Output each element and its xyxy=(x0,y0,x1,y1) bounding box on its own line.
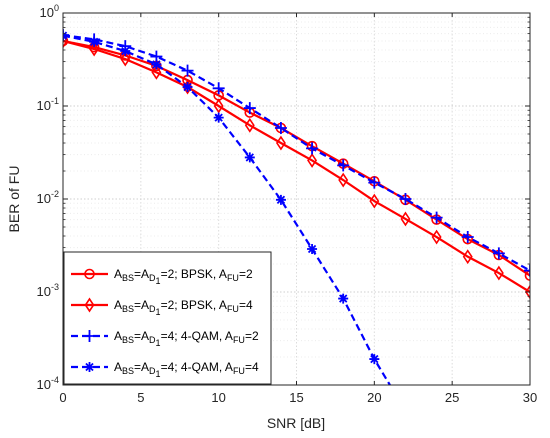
series-3-point xyxy=(492,247,505,260)
series-4-point xyxy=(151,59,162,70)
series-2-point xyxy=(493,265,504,281)
series-3-point xyxy=(524,264,530,277)
series-4-point xyxy=(275,194,286,205)
series-2-point xyxy=(307,152,318,168)
x-tick-label: 15 xyxy=(289,390,303,405)
series-3-point xyxy=(306,142,319,155)
legend-label: ABS=AD1=2; BPSK, AFU=4 xyxy=(114,298,253,317)
x-tick-label: 25 xyxy=(445,390,459,405)
series-3-point xyxy=(274,122,287,135)
series-4-point xyxy=(213,112,224,123)
legend-marker xyxy=(84,297,95,313)
series-4-point xyxy=(182,82,193,93)
series-3-point xyxy=(430,211,443,224)
series-2-point xyxy=(151,64,162,80)
legend-entry-4: ABS=AD1=4; 4-QAM, AFU=4 xyxy=(71,360,259,379)
series-4-point xyxy=(120,46,131,57)
series-4-point xyxy=(89,36,100,47)
y-tick-label: 10-4 xyxy=(37,375,59,392)
legend-marker xyxy=(84,362,95,372)
series-2-point xyxy=(244,117,255,133)
series-4-point xyxy=(244,152,255,163)
series-2-line xyxy=(63,39,530,293)
legend-label: ABS=AD1=4; 4-QAM, AFU=2 xyxy=(114,329,259,348)
y-tick-label: 10-3 xyxy=(37,282,59,299)
series-2-point xyxy=(213,98,224,114)
series-3-point xyxy=(368,176,381,189)
series-3-point xyxy=(461,231,474,244)
x-tick-label: 30 xyxy=(523,390,537,405)
legend-entry-2: ABS=AD1=2; BPSK, AFU=4 xyxy=(71,297,253,317)
legend-marker xyxy=(84,268,95,280)
series-2-point xyxy=(338,172,349,188)
series-2-point xyxy=(400,211,411,227)
series-4-point xyxy=(307,243,318,254)
tick-labels: 0 5 10 15 20 25 30 10-4 10-3 10-2 10-1 100 xyxy=(37,3,538,405)
y-tick-label: 10-2 xyxy=(37,189,59,206)
x-tick-label: 20 xyxy=(367,390,381,405)
y-axis-label: BER of FU xyxy=(6,166,22,233)
series-4-point xyxy=(369,354,380,365)
series-4-line xyxy=(63,34,391,385)
series-3-point xyxy=(337,159,350,172)
series-2-point xyxy=(89,41,100,57)
series-3-point xyxy=(399,193,412,205)
series-2-point xyxy=(462,249,473,265)
legend-entry-3: ABS=AD1=4; 4-QAM, AFU=2 xyxy=(71,329,259,348)
series-2-point xyxy=(431,229,442,245)
series-3-point xyxy=(181,64,194,77)
legend-label: ABS=AD1=4; 4-QAM, AFU=4 xyxy=(114,360,259,379)
legend-marker xyxy=(83,330,96,342)
x-tick-label: 5 xyxy=(137,390,144,405)
series-2-point xyxy=(525,284,530,300)
y-tick-label: 100 xyxy=(40,3,59,20)
series-2-point xyxy=(120,51,131,67)
series-2-point xyxy=(369,193,380,209)
x-axis-label: SNR [dB] xyxy=(267,415,325,431)
series-3-point xyxy=(212,82,225,95)
legend-entry-1: ABS=AD1=2; BPSK, AFU=2 xyxy=(71,267,253,286)
legend: ABS=AD1=2; BPSK, AFU=2 ABS=AD1=2; BPSK, A… xyxy=(63,251,272,385)
legend-label: ABS=AD1=2; BPSK, AFU=2 xyxy=(114,267,253,286)
series-2-point xyxy=(275,135,286,151)
y-tick-label: 10-1 xyxy=(37,96,59,113)
series-3-point xyxy=(243,102,256,115)
series-group xyxy=(63,29,530,385)
series-3-line xyxy=(63,33,530,272)
series-4 xyxy=(63,30,391,385)
x-tick-label: 10 xyxy=(211,390,225,405)
grid xyxy=(63,13,530,385)
x-tick-label: 0 xyxy=(59,390,66,405)
series-1-point xyxy=(524,270,530,281)
series-4-point xyxy=(338,293,349,304)
